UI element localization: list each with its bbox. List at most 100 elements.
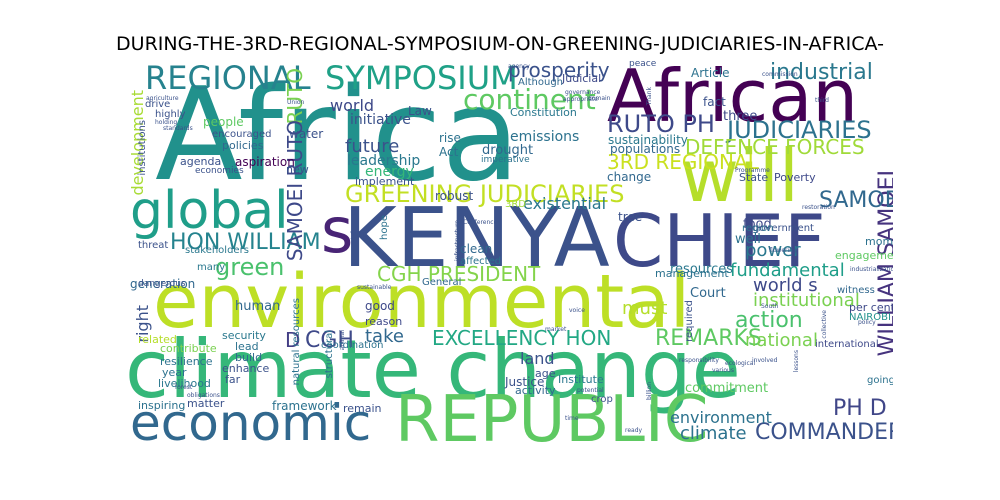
cloud-word: policies: [222, 139, 264, 152]
cloud-word: many: [197, 262, 226, 273]
cloud-word: NAIROBI: [849, 312, 891, 323]
cloud-word: EXCELLENCY HON: [432, 326, 612, 350]
cloud-word: government: [753, 223, 814, 234]
cloud-word: implement: [355, 175, 415, 188]
cloud-word: livelihood: [158, 377, 211, 390]
cloud-word: rise: [439, 131, 461, 145]
cloud-word: drive: [145, 99, 171, 110]
cloud-word: policy: [858, 319, 876, 326]
cloud-word: Institute: [558, 373, 604, 386]
cloud-word: dangerous: [138, 279, 186, 289]
cloud-word: action: [735, 308, 803, 333]
cloud-word: 3RD: [505, 199, 527, 210]
cloud-word: infrastructure: [454, 220, 461, 261]
cloud-word: leadership: [347, 153, 421, 169]
cloud-word: commitment: [685, 381, 769, 396]
cloud-word: resilience: [160, 355, 213, 368]
cloud-word: SAMOEI RUTO: [283, 120, 307, 262]
cloud-word: environmental: [153, 259, 691, 345]
cloud-word: framework: [272, 399, 337, 413]
cloud-word: agriculture: [146, 95, 179, 102]
cloud-word: voice: [569, 307, 585, 314]
cloud-word: will: [680, 134, 799, 218]
cloud-word: Union: [287, 99, 305, 106]
cloud-word: various: [712, 367, 734, 374]
cloud-word: General: [422, 277, 462, 288]
cloud-word: South: [761, 303, 779, 310]
cloud-word: D: [285, 328, 301, 352]
cloud-word: coordination: [321, 340, 384, 351]
cloud-word: lead: [235, 340, 259, 353]
cloud-word: CGH PRESIDENT: [377, 262, 541, 286]
cloud-word: remain: [343, 402, 382, 415]
cloud-word: stakeholders: [185, 245, 249, 256]
cloud-word: Law: [408, 104, 432, 118]
cloud-word: existential: [523, 194, 607, 213]
cloud-word: Justice: [505, 375, 545, 389]
cloud-word: responsibility: [679, 357, 719, 364]
cloud-word: third: [815, 97, 829, 104]
cloud-word: power: [745, 240, 801, 261]
cloud-word: water: [289, 127, 324, 141]
cloud-word: clean: [460, 242, 493, 256]
cloud-word: economies: [195, 166, 244, 176]
cloud-word: green: [215, 253, 285, 281]
cloud-word: fact: [703, 95, 726, 109]
cloud-word: good: [365, 299, 395, 313]
cloud-word: reason: [365, 315, 403, 328]
cloud-word: forest: [175, 384, 193, 391]
cloud-word: Conference: [463, 219, 498, 226]
cloud-word: contribute: [160, 342, 217, 355]
cloud-word: CHIEF: [613, 199, 826, 283]
cloud-word: potential: [577, 387, 604, 394]
word-cloud: Africa African KENYA will CHIEF environmental…: [125, 60, 893, 450]
cloud-word: affected: [460, 256, 502, 267]
cloud-word: engagement: [835, 249, 893, 262]
cloud-word: commission: [762, 71, 798, 78]
cloud-word: environment: [670, 408, 772, 427]
cloud-word: must: [622, 298, 668, 319]
cloud-word: RUTO PH: [607, 110, 715, 138]
cloud-word: flowering: [769, 247, 797, 254]
cloud-word: Court: [690, 286, 726, 301]
cloud-word: Judicial: [562, 72, 602, 85]
cloud-word: required: [684, 300, 695, 342]
cloud-word: domain: [588, 95, 611, 102]
cloud-word: age: [535, 367, 556, 380]
cloud-word: DEFENCE FORCES: [685, 135, 865, 159]
cloud-word: Thank: [646, 87, 653, 106]
cloud-word: REGIONAL: [145, 60, 311, 97]
cloud-word: GREENING JUDICIARIES: [345, 180, 625, 208]
cloud-word: well: [735, 232, 761, 247]
cloud-word: yet: [350, 229, 366, 240]
cloud-word: people: [203, 115, 244, 129]
cloud-word: natural resources: [291, 298, 302, 386]
cloud-word: KENYA: [343, 191, 610, 286]
cloud-word: industrial: [770, 60, 873, 85]
cloud-word: Act: [439, 145, 459, 159]
cloud-word: aspiration: [235, 155, 295, 169]
cloud-word: imperative: [481, 155, 530, 165]
cloud-word: take: [365, 326, 404, 347]
cloud-word: African: [607, 60, 858, 138]
cloud-word: lessons: [793, 350, 800, 373]
cloud-word: initiative: [350, 112, 411, 128]
cloud-word: tree: [618, 210, 643, 224]
cloud-word: going: [867, 375, 893, 386]
cloud-word: new: [286, 163, 309, 176]
cloud-word: institutional: [753, 290, 860, 311]
cloud-word: encouraged: [212, 129, 272, 140]
cloud-word: ecological: [725, 360, 756, 367]
cloud-word: inspiring: [138, 399, 186, 412]
cloud-word: generation: [130, 277, 196, 291]
cloud-word: national: [745, 330, 818, 351]
cloud-word: populations: [610, 142, 681, 156]
cloud-word: international: [815, 339, 879, 350]
cloud-word: structural: [324, 330, 335, 379]
cloud-word: continent: [463, 83, 596, 116]
cloud-word: human: [235, 299, 281, 314]
cloud-word: institutions: [137, 120, 148, 176]
cloud-word: Poverty: [774, 171, 816, 184]
cloud-word: security: [222, 329, 266, 342]
cloud-word: sustainable: [357, 284, 392, 291]
